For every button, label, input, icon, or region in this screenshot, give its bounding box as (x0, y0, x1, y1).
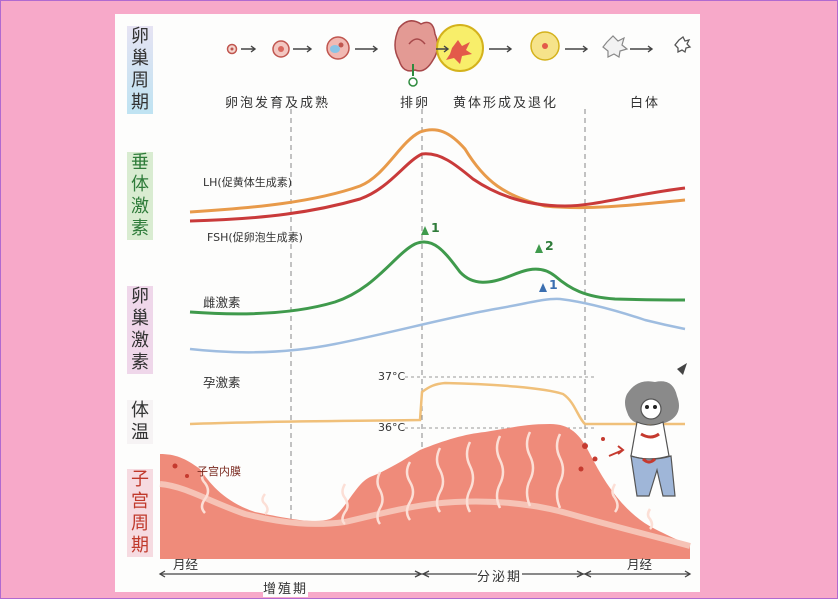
lh-peak-marker (421, 226, 429, 235)
section-title-uterine-cycle: 子宫周期 (127, 469, 153, 557)
label-temp-37: 37°C (378, 370, 406, 383)
temperature-curve (189, 381, 685, 426)
marker-label-progesterone-peak: 1 (549, 277, 558, 292)
label-temp-36: 36°C (378, 421, 406, 434)
label-endometrium: 子宫内膜 (197, 465, 241, 478)
marker-label-peak1: 1 (431, 220, 440, 235)
section-title-ovarian-hormones: 卵巢激素 (127, 286, 153, 374)
label-lh: LH(促黄体生成素) (203, 176, 292, 189)
phase-dividers (290, 109, 586, 559)
label-menses-start: 月经 (173, 557, 199, 572)
follicle-stage-icons (226, 20, 692, 87)
estrogen-second-peak-marker (535, 244, 543, 253)
menstrual-drops (172, 437, 605, 478)
corpus-albicans-icon (602, 35, 629, 58)
progesterone-peak-marker (539, 283, 547, 292)
section-title-body-temperature: 体温 (127, 400, 153, 444)
label-estrogen: 雌激素 (203, 295, 241, 310)
estrogen-curve (189, 240, 686, 316)
phase-label-corpus-luteum: 黄体形成及退化 (453, 96, 559, 111)
label-menses-end: 月经 (627, 557, 653, 572)
label-progesterone: 孕激素 (203, 375, 241, 390)
marker-label-peak2: 2 (545, 238, 554, 253)
cycle-diagram-graphics (158, 20, 692, 578)
uterine-glands (200, 431, 654, 530)
section-title-ovarian-cycle: 卵巢周期 (127, 26, 153, 114)
mature-follicle-icon (394, 20, 439, 72)
phase-timeline-arrows (158, 570, 692, 578)
phase-label-albicans: 白体 (630, 96, 661, 111)
endometrium-shape (160, 424, 690, 559)
phase-label-follicle: 卵泡发育及成熟 (225, 96, 331, 111)
progesterone-curve (189, 297, 686, 354)
section-title-pituitary-hormones: 垂体激素 (127, 152, 153, 240)
cartoon-woman-illustration (608, 363, 687, 497)
fsh-curve (189, 152, 686, 223)
label-fsh: FSH(促卵泡生成素) (207, 231, 303, 244)
final-albicans-icon (674, 36, 692, 54)
label-proliferative-phase: 增殖期 (263, 578, 309, 597)
phase-label-ovulation: 排卵 (400, 96, 431, 111)
released-ovum-icon (408, 77, 418, 87)
stage-arrows (241, 45, 654, 53)
label-secretory-phase: 分泌期 (477, 566, 523, 585)
diagram-panel: 卵巢周期 垂体激素 卵巢激素 体温 子宫周期 (115, 14, 700, 597)
